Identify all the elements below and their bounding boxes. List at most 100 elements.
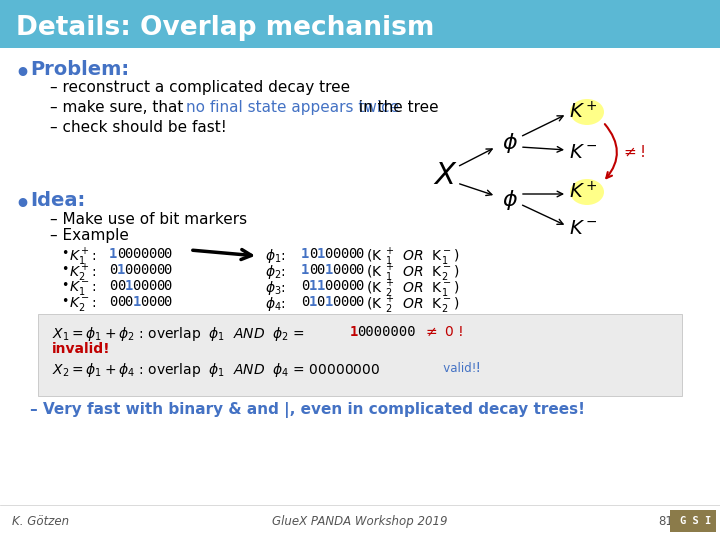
Text: 0: 0 <box>332 263 341 277</box>
Text: 0: 0 <box>156 247 164 261</box>
Text: (K $_{1}^{+}$  $OR$  K$_1^-$): (K $_{1}^{+}$ $OR$ K$_1^-$) <box>366 247 460 268</box>
Text: 0: 0 <box>125 263 133 277</box>
Text: $\phi_4$:: $\phi_4$: <box>265 295 287 313</box>
Text: – Example: – Example <box>50 228 129 243</box>
Text: 0: 0 <box>125 247 133 261</box>
Text: 0: 0 <box>348 279 356 293</box>
Text: 0: 0 <box>356 295 364 309</box>
Text: (K $_{2}^{+}$  $OR$  K$_2^-$): (K $_{2}^{+}$ $OR$ K$_2^-$) <box>366 295 460 316</box>
Text: 1: 1 <box>317 247 325 261</box>
Text: 0: 0 <box>348 247 356 261</box>
Text: $\mathit{X}$: $\mathit{X}$ <box>433 160 457 190</box>
Text: 0: 0 <box>317 263 325 277</box>
Text: 0: 0 <box>140 279 148 293</box>
Text: 0: 0 <box>125 295 133 309</box>
Text: 0: 0 <box>156 279 164 293</box>
Text: 1: 1 <box>301 247 310 261</box>
Text: valid!: valid! <box>432 362 477 375</box>
Text: 1: 1 <box>325 295 333 309</box>
Text: 1: 1 <box>325 263 333 277</box>
Text: 0: 0 <box>132 279 141 293</box>
Text: 0: 0 <box>309 247 318 261</box>
Text: GlueX PANDA Workshop 2019: GlueX PANDA Workshop 2019 <box>272 515 448 528</box>
Text: 0: 0 <box>140 263 148 277</box>
Text: 1: 1 <box>309 295 318 309</box>
Text: 0: 0 <box>156 263 164 277</box>
Text: $K^+_1$:: $K^+_1$: <box>69 247 98 268</box>
Text: 0: 0 <box>132 263 141 277</box>
Text: •: • <box>14 193 30 217</box>
Text: 0: 0 <box>309 263 318 277</box>
Text: •: • <box>61 263 68 276</box>
Text: 0: 0 <box>340 295 348 309</box>
Text: 0: 0 <box>301 295 310 309</box>
Text: $\phi_1$:: $\phi_1$: <box>265 247 287 265</box>
Text: $\phi_2$:: $\phi_2$: <box>265 263 287 281</box>
Text: $\neq$ 0 !: $\neq$ 0 ! <box>413 325 462 339</box>
Text: 1: 1 <box>309 279 318 293</box>
Text: •: • <box>14 62 30 86</box>
Ellipse shape <box>570 179 604 205</box>
Text: 0: 0 <box>340 279 348 293</box>
Text: 1: 1 <box>125 279 133 293</box>
Text: 0: 0 <box>117 247 125 261</box>
Text: 0: 0 <box>163 279 172 293</box>
Text: – check should be fast!: – check should be fast! <box>50 120 227 135</box>
Text: $K^+_2$:: $K^+_2$: <box>69 263 98 284</box>
Text: 0: 0 <box>132 247 141 261</box>
Text: 0: 0 <box>109 295 117 309</box>
FancyBboxPatch shape <box>0 0 720 48</box>
Text: no final state appears twice: no final state appears twice <box>186 100 399 115</box>
Text: in the tree: in the tree <box>354 100 438 115</box>
Text: !: ! <box>436 361 481 375</box>
Text: 0: 0 <box>348 263 356 277</box>
Text: 0: 0 <box>109 263 117 277</box>
Text: $\phi$: $\phi$ <box>502 188 518 212</box>
Text: 0: 0 <box>140 247 148 261</box>
Text: invalid!: invalid! <box>52 342 111 356</box>
Text: 0: 0 <box>163 247 172 261</box>
Text: 1: 1 <box>317 279 325 293</box>
Text: 0: 0 <box>109 279 117 293</box>
Text: $\neq!$: $\neq!$ <box>621 144 645 160</box>
Text: $X_2 = \phi_1 + \phi_4$ : overlap  $\phi_1$  $AND$  $\phi_4$ = 00000000: $X_2 = \phi_1 + \phi_4$ : overlap $\phi_… <box>52 361 380 379</box>
Text: •: • <box>61 295 68 308</box>
Text: (K $_{2}^{+}$  $OR$  K$_1^-$): (K $_{2}^{+}$ $OR$ K$_1^-$) <box>366 279 460 300</box>
Text: 0: 0 <box>348 295 356 309</box>
Text: Details: Overlap mechanism: Details: Overlap mechanism <box>16 15 434 41</box>
Text: $\phi_3$:: $\phi_3$: <box>265 279 287 297</box>
Text: G S I: G S I <box>680 516 711 526</box>
Text: 1: 1 <box>301 263 310 277</box>
Text: 0: 0 <box>163 263 172 277</box>
Text: 0: 0 <box>332 279 341 293</box>
Text: $K^-_2$:: $K^-_2$: <box>69 295 98 313</box>
Text: – Very fast with binary & and |, even in complicated decay trees!: – Very fast with binary & and |, even in… <box>30 402 585 418</box>
Text: $K^-_1$:: $K^-_1$: <box>69 279 98 297</box>
Text: $\mathit{K}^+$: $\mathit{K}^+$ <box>569 181 598 202</box>
Text: $\mathit{K}^+$: $\mathit{K}^+$ <box>569 102 598 123</box>
Text: 0: 0 <box>356 279 364 293</box>
Text: $\mathit{K}^-$: $\mathit{K}^-$ <box>569 219 598 238</box>
Text: 0: 0 <box>325 279 333 293</box>
Text: 0: 0 <box>163 295 172 309</box>
Text: 0: 0 <box>117 279 125 293</box>
Text: 0: 0 <box>148 263 156 277</box>
FancyBboxPatch shape <box>38 314 682 396</box>
Text: Problem:: Problem: <box>30 60 129 79</box>
Text: 0: 0 <box>332 247 341 261</box>
Text: 0: 0 <box>140 295 148 309</box>
Text: – Make use of bit markers: – Make use of bit markers <box>50 212 247 227</box>
Text: •: • <box>61 279 68 292</box>
FancyBboxPatch shape <box>670 510 716 532</box>
Ellipse shape <box>570 99 604 125</box>
Text: 0: 0 <box>325 247 333 261</box>
Text: 0: 0 <box>340 263 348 277</box>
Text: $\mathit{K}^-$: $\mathit{K}^-$ <box>569 143 598 161</box>
Text: 1: 1 <box>132 295 141 309</box>
Text: K. Götzen: K. Götzen <box>12 515 69 528</box>
Text: 0: 0 <box>301 279 310 293</box>
Text: 0: 0 <box>340 247 348 261</box>
Text: (K $_{1}^{+}$  $OR$  K$_2^-$): (K $_{1}^{+}$ $OR$ K$_2^-$) <box>366 263 460 284</box>
Text: 0: 0 <box>117 295 125 309</box>
Text: $X_1 = \phi_1 + \phi_2$ : overlap  $\phi_1$  $AND$  $\phi_2$ =: $X_1 = \phi_1 + \phi_2$ : overlap $\phi_… <box>52 325 306 343</box>
